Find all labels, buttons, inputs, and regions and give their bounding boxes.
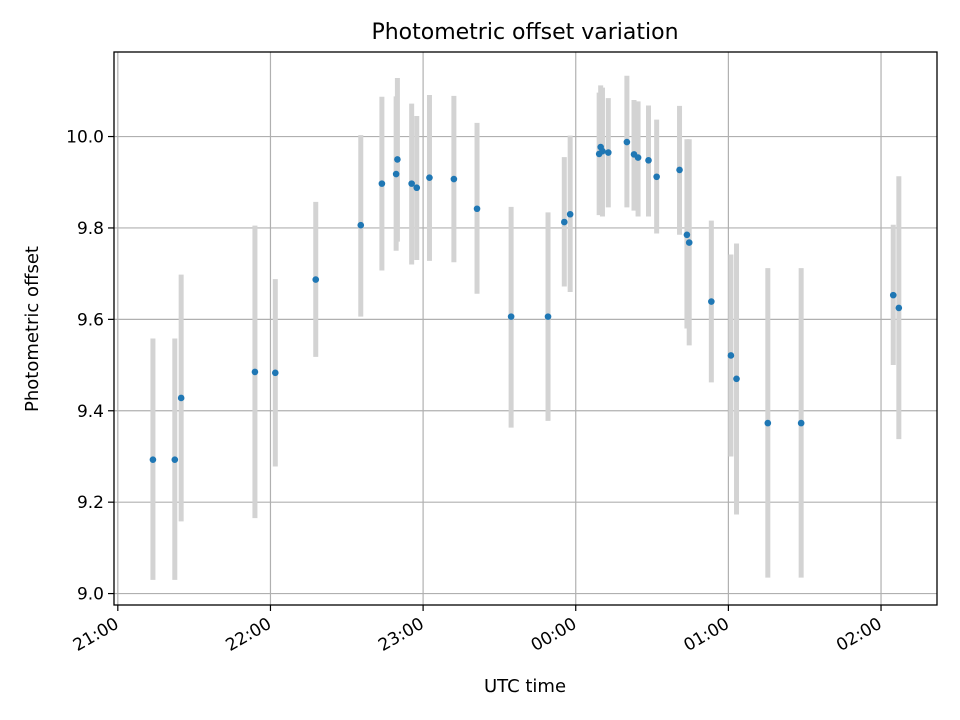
y-axis-label: Photometric offset [22, 246, 43, 412]
data-point [450, 175, 458, 183]
data-point [764, 419, 772, 427]
data-point [685, 239, 693, 246]
data-points [149, 138, 903, 463]
data-point [392, 170, 400, 178]
data-point [634, 154, 642, 161]
data-point [426, 174, 433, 181]
y-tick-label: 9.8 [77, 219, 104, 239]
chart-title: Photometric offset variation [371, 20, 678, 45]
data-point [599, 147, 606, 155]
data-point [357, 221, 365, 229]
data-point [708, 298, 715, 305]
y-axis-ticks: 9.0 9.2 9.4 9.6 9.8 10.0 [66, 128, 114, 605]
y-tick-label: 9.0 [77, 585, 104, 605]
data-point [544, 313, 552, 320]
data-point [797, 419, 805, 427]
data-point [394, 156, 401, 163]
y-tick-label: 10.0 [66, 128, 104, 148]
data-point [676, 166, 683, 174]
data-point [560, 218, 568, 226]
data-point [507, 313, 515, 320]
data-point [605, 149, 612, 156]
data-point [171, 456, 179, 463]
data-point [251, 368, 259, 376]
y-tick-label: 9.2 [77, 493, 104, 513]
data-point [271, 369, 279, 377]
data-point [895, 304, 903, 312]
data-point [733, 375, 740, 383]
data-point [566, 210, 574, 218]
data-point [378, 180, 386, 187]
data-point [645, 157, 652, 164]
data-point [683, 231, 691, 239]
data-point [889, 291, 897, 299]
data-point [312, 276, 320, 283]
data-point [413, 184, 421, 192]
y-tick-label: 9.4 [77, 402, 104, 422]
x-axis-label: UTC time [484, 676, 566, 697]
y-tick-label: 9.6 [77, 310, 104, 330]
data-point [473, 205, 481, 213]
data-point [408, 180, 415, 187]
data-point [727, 352, 735, 359]
plot-frame [113, 51, 938, 606]
data-point [177, 394, 185, 402]
data-point [653, 173, 660, 181]
data-point [149, 456, 157, 463]
data-point [623, 138, 631, 146]
